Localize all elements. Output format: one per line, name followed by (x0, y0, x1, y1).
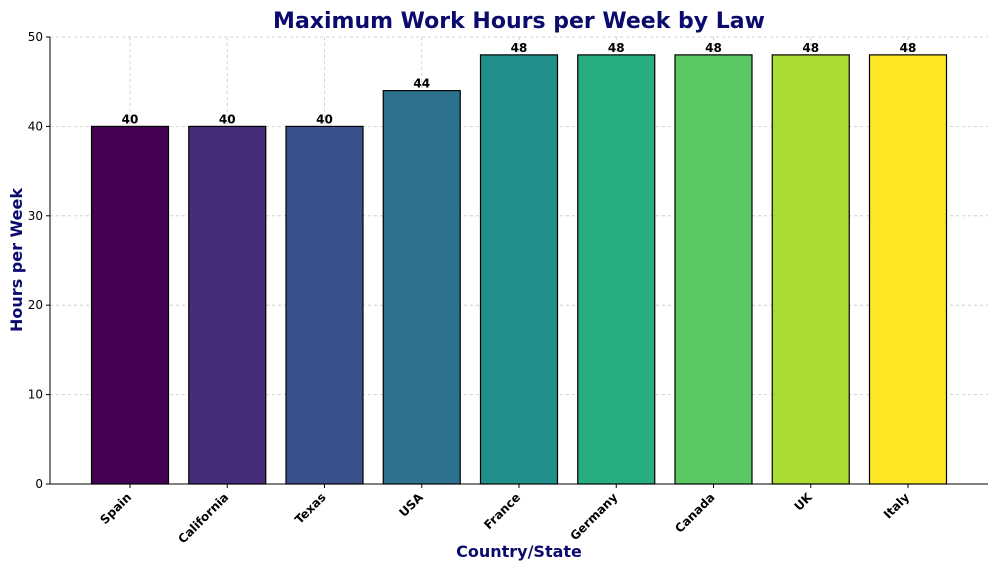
data-label: 48 (511, 41, 528, 55)
data-label: 48 (802, 41, 819, 55)
x-tick-label: UK (792, 490, 816, 514)
x-tick-label: USA (396, 490, 426, 520)
data-label: 48 (900, 41, 917, 55)
data-label: 40 (219, 112, 236, 126)
x-axis-label: Country/State (456, 542, 582, 561)
data-label: 48 (705, 41, 722, 55)
y-tick-label: 0 (35, 477, 43, 491)
x-tick-label: Canada (672, 490, 717, 535)
bar-canada (674, 54, 753, 485)
bar-france (479, 54, 559, 485)
x-tick-label: Germany (567, 490, 620, 543)
data-label: 40 (122, 112, 139, 126)
chart-title: Maximum Work Hours per Week by Law (273, 9, 765, 34)
x-tick-label: California (175, 490, 231, 546)
y-axis-label: Hours per Week (7, 188, 26, 332)
x-tick-label: Spain (97, 490, 134, 527)
y-tick-label: 50 (28, 30, 43, 44)
data-label: 40 (316, 112, 333, 126)
x-tick-label: Texas (292, 490, 329, 527)
x-tick-label: France (481, 490, 523, 532)
bar-germany (577, 54, 656, 485)
y-tick-label: 30 (28, 209, 43, 223)
y-tick-label: 10 (28, 388, 43, 402)
axes (46, 36, 988, 488)
data-label: 48 (608, 41, 625, 55)
data-labels: 40 40 40 44 48 48 48 48 48 (122, 41, 917, 127)
bar-uk (771, 54, 850, 485)
y-tick-label: 20 (28, 298, 43, 312)
y-tick-label: 40 (28, 119, 43, 133)
bar-california (188, 125, 267, 485)
bars (90, 54, 948, 485)
data-label: 44 (413, 77, 430, 91)
bar-texas (285, 125, 364, 485)
bar-spain (90, 125, 170, 485)
x-tick-labels: Spain California Texas USA France Germany Cana… (97, 490, 912, 547)
y-tick-labels: 0 10 20 30 40 50 (28, 30, 43, 491)
x-tick-label: Italy (881, 490, 912, 521)
bar-usa (382, 90, 461, 485)
bar-italy (868, 54, 948, 485)
